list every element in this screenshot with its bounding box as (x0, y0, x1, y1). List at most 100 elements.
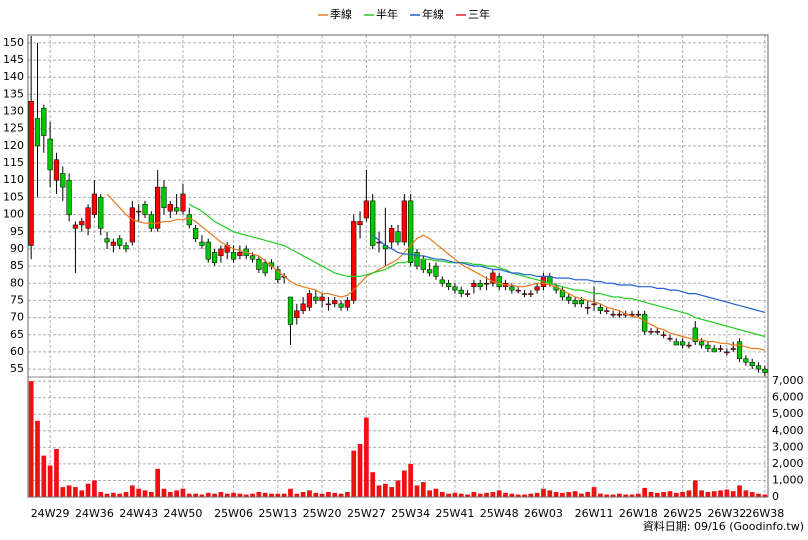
y-tick-label: 60 (10, 345, 24, 358)
candle-body (730, 348, 736, 350)
volume-bar (661, 492, 667, 497)
volume-bar (414, 485, 420, 497)
volume-bar (92, 480, 97, 497)
volume-bar (503, 492, 508, 497)
candle-body (445, 283, 452, 287)
candle-body (306, 293, 313, 308)
volume-bar (654, 492, 660, 497)
candle-body (591, 303, 597, 306)
y-tick-label: 70 (10, 311, 24, 324)
volume-bar (129, 485, 135, 497)
candle-body (230, 252, 237, 260)
candle-body (616, 313, 622, 316)
x-tick-label: 25W27 (347, 507, 386, 520)
candle-body (28, 101, 34, 246)
volume-bar (642, 487, 648, 497)
candle-body (167, 204, 173, 212)
volume-bar (566, 492, 572, 497)
volume-bar (458, 493, 464, 497)
candle-body (433, 265, 439, 277)
volume-bar (623, 494, 629, 497)
volume-bar (465, 494, 470, 497)
moving-average-line (189, 203, 765, 338)
volume-bar (629, 494, 635, 497)
candle-body (604, 310, 610, 312)
moving-average-line (372, 234, 765, 313)
volume-bar (705, 492, 711, 497)
candle-body (180, 193, 186, 212)
volume-bar (439, 492, 445, 497)
candle-body (692, 327, 698, 342)
volume-bar (47, 465, 53, 497)
candle-body (673, 341, 679, 346)
volume-bar (351, 450, 357, 497)
y-tick-label: 55 (10, 362, 24, 375)
volume-bar (205, 492, 211, 497)
moving-average-line (106, 193, 765, 351)
volume-bar (281, 493, 287, 497)
candle-body (597, 307, 604, 311)
candle-body (452, 286, 458, 291)
volume-bar (604, 494, 610, 497)
x-tick-label: 25W48 (480, 507, 519, 520)
candle-body (300, 303, 306, 311)
volume-bar (553, 492, 559, 497)
volume-bar (224, 493, 230, 497)
volume-bar (762, 494, 768, 497)
volume-bar (376, 485, 382, 497)
y2-tick-label: 7,000 (772, 374, 804, 387)
volume-bar (749, 492, 755, 497)
candle-body (262, 262, 268, 274)
volume-bar (180, 488, 186, 497)
y2-tick-label: 6,000 (772, 391, 804, 404)
volume-bar (269, 493, 274, 497)
volume-bar (104, 493, 110, 497)
volume-bar (332, 492, 338, 497)
candle-body (389, 228, 395, 243)
candle-body (351, 221, 357, 301)
volume-bar (610, 494, 616, 497)
volume-bar (408, 463, 414, 497)
candle-body (755, 365, 762, 370)
volume-bar (313, 492, 319, 497)
y-tick-label: 105 (3, 190, 24, 203)
volume-bar (585, 492, 591, 497)
volume-bar (724, 489, 730, 497)
volume-bar (699, 490, 704, 497)
candle-body (370, 200, 376, 246)
candle-body (736, 341, 743, 360)
candle-body (53, 159, 60, 181)
volume-bar (635, 493, 641, 497)
volume-bar (193, 493, 198, 497)
volume-bar (617, 493, 622, 497)
candle-body (578, 300, 585, 305)
volume-bar (66, 485, 72, 497)
x-tick-label: 25W34 (391, 507, 430, 520)
candle-body (698, 341, 705, 346)
x-tick-label: 25W06 (214, 507, 253, 520)
candle-body (534, 286, 540, 291)
y-tick-label: 115 (3, 156, 24, 169)
volume-bar (345, 492, 350, 497)
volume-bar (300, 492, 306, 497)
volume-bar (401, 470, 407, 497)
x-tick-label: 26W32 (707, 507, 746, 520)
candle-body (123, 245, 129, 250)
volume-bar (471, 492, 477, 497)
x-tick-label: 26W25 (663, 507, 702, 520)
x-tick-label: 24W43 (119, 507, 158, 520)
legend-label: 年線 (422, 7, 444, 21)
volume-bar (142, 490, 148, 497)
volume-bar (155, 468, 161, 497)
y-tick-label: 145 (3, 53, 24, 66)
volume-bar (364, 417, 369, 497)
volume-bar (382, 483, 388, 497)
candle-body (287, 296, 294, 325)
volume-bar (54, 449, 59, 497)
volume-bar (161, 488, 167, 497)
y2-tick-label: 3,000 (772, 440, 804, 453)
candle-body (680, 341, 686, 346)
candle-body (686, 344, 692, 347)
candle-body (483, 283, 490, 285)
volume-bar (591, 487, 597, 497)
